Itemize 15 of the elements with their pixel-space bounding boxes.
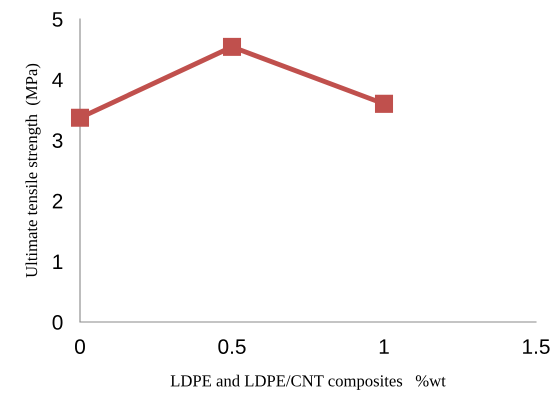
x-axis-title: LDPE and LDPE/CNT composites %wt — [170, 374, 446, 390]
y-axis-title: Ultimate tensile strength (MPa) — [25, 64, 41, 278]
point — [70, 108, 90, 127]
point — [222, 38, 242, 56]
point — [374, 94, 394, 113]
y-tick-label: 2 — [52, 194, 62, 208]
x-tick-label: 0 — [75, 339, 85, 354]
x-tick-label: 1 — [380, 339, 389, 354]
y-tick-label: 4 — [52, 72, 63, 88]
x-tick-label: 1.5 — [523, 339, 550, 354]
y-tick-label: 3 — [52, 133, 62, 148]
x-tick-label: 0.5 — [218, 339, 246, 354]
y-tick-label: 1 — [53, 254, 62, 269]
y-tick-label: 0 — [52, 315, 63, 330]
y-tick-label: 5 — [52, 12, 62, 27]
